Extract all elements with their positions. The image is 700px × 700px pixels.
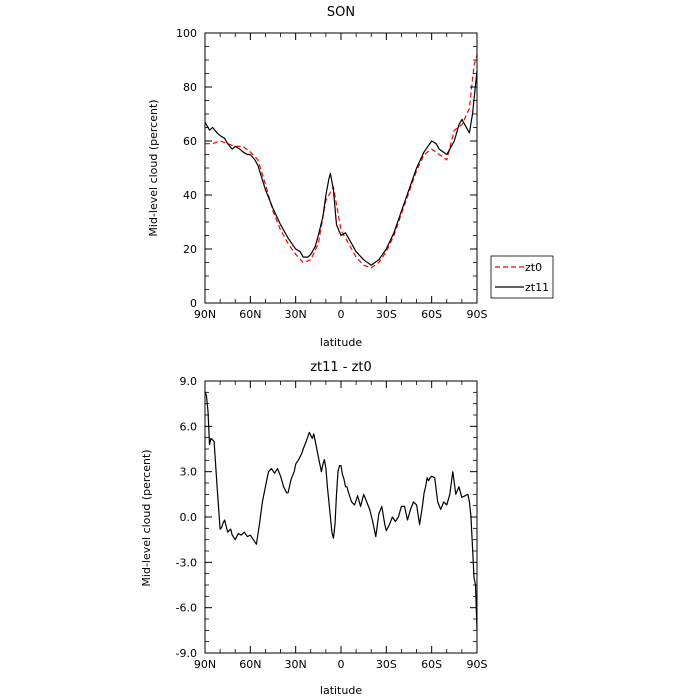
bottom-x-tick-label: 90N	[194, 658, 216, 671]
top-plot-frame	[204, 32, 478, 304]
top-y-axis-label: Mid-level cloud (percent)	[147, 99, 160, 236]
bottom-chart-title: zt11 - zt0	[310, 360, 372, 375]
top-x-tick-label: 30S	[376, 308, 397, 321]
top-y-tick-label: 20	[183, 243, 197, 256]
bottom-y-tick-label: 0.0	[180, 511, 198, 524]
bottom-y-axis-label: Mid-level cloud (percent)	[140, 449, 153, 586]
top-y-tick-label: 80	[183, 81, 197, 94]
legend: zt0 zt11	[490, 255, 554, 299]
top-x-tick-label: 60N	[239, 308, 261, 321]
top-y-tick-label: 0	[190, 297, 197, 310]
bottom-x-tick-label: 60S	[421, 658, 442, 671]
bottom-x-tick-label: 30S	[376, 658, 397, 671]
bottom-y-tick-label: 9.0	[180, 375, 198, 388]
bottom-x-tick-label: 60N	[239, 658, 261, 671]
legend-label-zt11: zt11	[525, 281, 549, 294]
legend-label-zt0: zt0	[525, 261, 542, 274]
bottom-difference-line	[204, 391, 478, 631]
bottom-x-tick-label: 30N	[285, 658, 307, 671]
bottom-plot-frame	[204, 380, 478, 654]
top-x-tick-label: 0	[338, 308, 345, 321]
top-x-tick-label: 60S	[421, 308, 442, 321]
top-plot-area: 90N 60N 30N 0 30S 60S 90S 0 20 40 60 80 100	[176, 27, 488, 321]
bottom-y-tick-label: -3.0	[176, 556, 197, 569]
top-x-tick-label: 90N	[194, 308, 216, 321]
top-y-tick-label: 40	[183, 189, 197, 202]
bottom-x-tick-label: 90S	[467, 658, 488, 671]
bottom-y-tick-label: -9.0	[176, 647, 197, 660]
top-x-tick-label: 30N	[285, 308, 307, 321]
top-y-tick-label: 60	[183, 135, 197, 148]
bottom-y-tick-label: 3.0	[180, 466, 198, 479]
top-chart-title: SON	[327, 5, 355, 20]
top-y-tick-label: 100	[176, 27, 197, 40]
top-x-tick-label: 90S	[467, 308, 488, 321]
bottom-plot-area: 90N 60N 30N 0 30S 60S 90S 9.0 6.0 3.0 0.0 -3.0 -6.0 -…	[176, 375, 488, 671]
bottom-x-axis-label: latitude	[320, 684, 362, 697]
legend-box	[490, 255, 554, 299]
bottom-y-tick-label: 6.0	[180, 420, 198, 433]
top-series-line-zt11	[204, 70, 478, 266]
bottom-y-tick-label: -6.0	[176, 602, 197, 615]
top-series-line-zt0	[205, 54, 478, 269]
top-x-axis-label: latitude	[320, 336, 362, 349]
bottom-x-tick-label: 0	[338, 658, 345, 671]
top-panel: SON 90N 60N 30N 0 30S 60S 90S 0 20 40 60 80 100 lati…	[147, 5, 554, 349]
bottom-panel: zt11 - zt0 90N 60N 30N 0 30S 60S 90S 9.0 6.0 3.0 0…	[140, 360, 488, 697]
